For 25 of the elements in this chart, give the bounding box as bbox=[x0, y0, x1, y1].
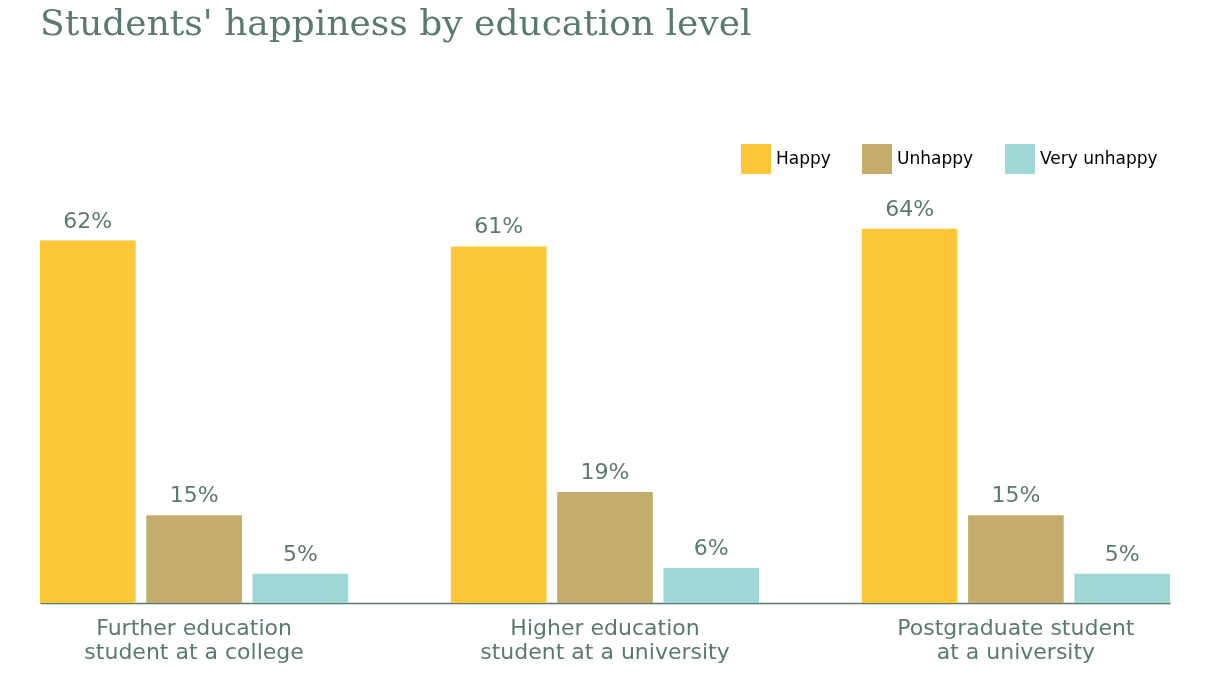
x-tick-label: Postgraduate student at a university bbox=[897, 614, 1135, 664]
data-label: 15% bbox=[169, 482, 219, 508]
bar bbox=[861, 228, 958, 603]
bar bbox=[40, 240, 136, 603]
data-label: 19% bbox=[580, 458, 630, 484]
legend-label: Happy bbox=[776, 148, 831, 168]
bar bbox=[663, 567, 760, 603]
x-tick-label: Further education student at a college bbox=[84, 614, 304, 664]
data-label: 15% bbox=[991, 482, 1041, 508]
bar bbox=[450, 246, 547, 603]
bar bbox=[252, 573, 349, 603]
data-label: 5% bbox=[1104, 540, 1140, 566]
data-label: 6% bbox=[693, 534, 729, 560]
data-label: 62% bbox=[63, 207, 113, 233]
legend-label: Very unhappy bbox=[1040, 148, 1158, 168]
x-tick-label: Higher education student at a university bbox=[480, 614, 730, 664]
legend-label: Unhappy bbox=[897, 148, 974, 168]
bar bbox=[557, 491, 653, 603]
chart-title: Students' happiness by education level bbox=[40, 2, 752, 43]
data-label: 5% bbox=[282, 540, 318, 566]
bar bbox=[146, 515, 242, 603]
data-label: 61% bbox=[474, 213, 524, 239]
bar bbox=[1074, 573, 1170, 603]
data-label: 64% bbox=[885, 195, 935, 221]
bar bbox=[968, 515, 1064, 603]
